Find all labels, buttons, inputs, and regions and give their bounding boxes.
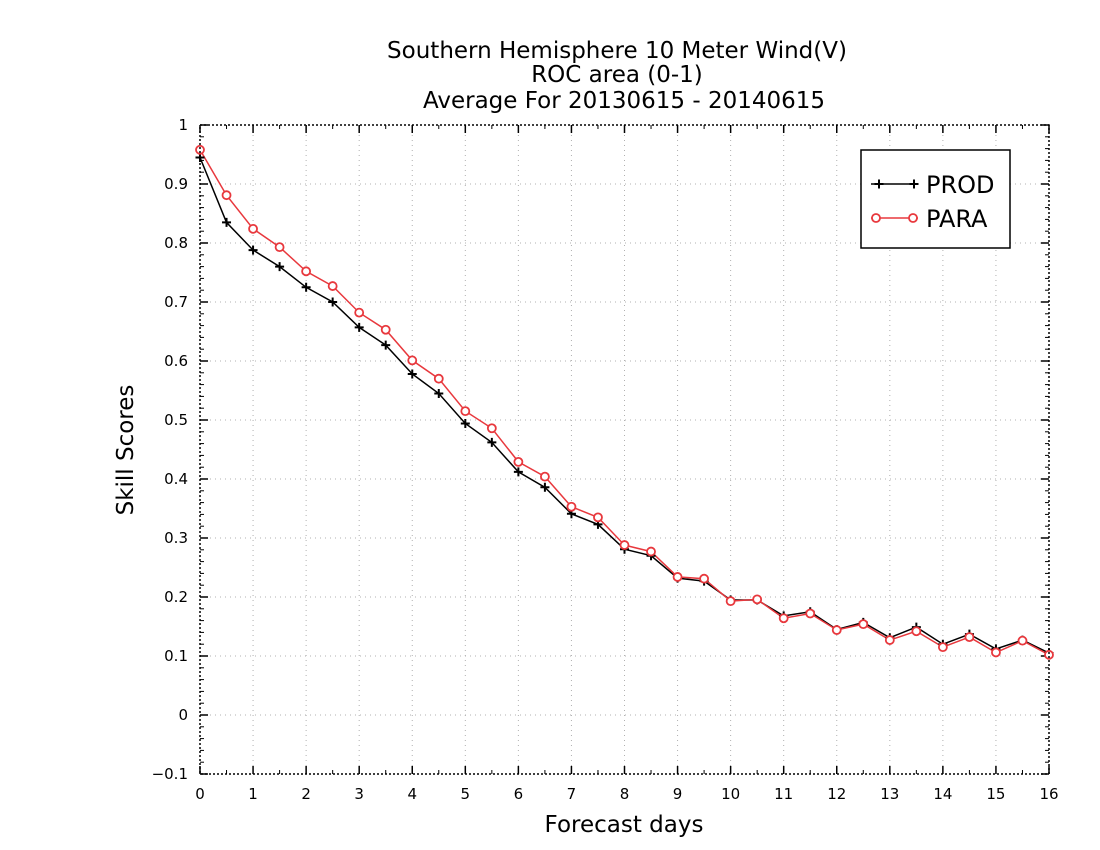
y-tick-label: 0.9 [164, 175, 188, 193]
data-point-para [937, 642, 948, 653]
data-point-para [513, 456, 524, 467]
x-tick-label: 15 [986, 785, 1005, 803]
data-point-para [858, 619, 869, 630]
legend-prod-label: PROD [926, 171, 995, 199]
x-tick-label: 10 [721, 785, 740, 803]
data-point-prod [354, 322, 364, 332]
data-point-para [752, 594, 763, 605]
data-point-para [248, 223, 258, 234]
data-point-prod [222, 217, 232, 227]
y-tick-label: 0.5 [164, 411, 188, 429]
data-point-para [274, 242, 285, 253]
x-tick-label: 3 [354, 785, 364, 803]
x-tick-label: 11 [774, 785, 793, 803]
data-point-para [831, 625, 842, 635]
data-point-para [221, 190, 232, 201]
data-point-para [301, 266, 312, 277]
x-tick-label: 2 [301, 785, 311, 803]
data-point-prod [328, 297, 338, 307]
data-point-para [646, 546, 656, 557]
data-point-para [619, 540, 630, 550]
y-tick-label: 0.1 [164, 647, 188, 665]
x-tick-label: 8 [620, 785, 630, 803]
y-tick-label: 0.2 [164, 588, 188, 606]
legend-para-marker [871, 213, 881, 223]
data-point-para [566, 501, 577, 512]
data-point-para [593, 512, 603, 523]
data-point-prod [407, 369, 417, 379]
x-tick-label: 4 [407, 785, 417, 803]
axis-ticks: 0 1 2 3 4 5 6 7 8 9 10 11 12 13 14 15 16−0.100.10.20.30.… [152, 116, 1059, 803]
data-point-para [380, 324, 391, 335]
y-tick-label: 0.4 [164, 470, 188, 488]
x-tick-label: 0 [195, 785, 205, 803]
chart-title-line-1: Southern Hemisphere 10 Meter Wind(V) [387, 38, 847, 64]
legend-prod-marker [874, 179, 919, 189]
data-point-para [805, 608, 816, 619]
data-point-prod [301, 282, 311, 292]
data-point-para [486, 423, 497, 434]
y-axis-label: Skill Scores [113, 385, 139, 516]
data-point-para [195, 144, 205, 155]
x-tick-label: 6 [514, 785, 524, 803]
data-point-para [460, 406, 471, 417]
data-point-para [911, 626, 922, 637]
x-tick-label: 13 [880, 785, 899, 803]
data-point-para [699, 573, 709, 584]
legend-para-marker [908, 213, 918, 223]
data-point-para [725, 596, 736, 607]
data-point-para [540, 471, 550, 482]
plot-frame [199, 124, 1050, 775]
series-layer [195, 144, 1054, 660]
data-point-para [354, 307, 365, 318]
y-tick-label: 0.3 [164, 529, 188, 547]
y-tick-label: 0.8 [164, 234, 188, 252]
x-axis-label: Forecast days [545, 812, 704, 838]
data-point-prod [460, 419, 470, 429]
x-tick-label: 1 [248, 785, 258, 803]
data-point-prod [540, 482, 550, 492]
legend-box [860, 149, 1011, 249]
data-point-para [1017, 635, 1028, 646]
y-tick-label: 1 [178, 116, 188, 134]
grid-lines [200, 125, 1049, 774]
data-point-prod [487, 437, 497, 447]
chart-title-line-3: Average For 20130615 - 20140615 [423, 88, 825, 114]
data-point-prod [434, 388, 444, 398]
data-point-para [327, 281, 338, 291]
data-point-prod [513, 467, 523, 477]
data-point-prod [275, 262, 285, 272]
data-point-para [884, 635, 895, 645]
legend-para-label: PARA [926, 205, 988, 233]
y-tick-label: 0.7 [164, 293, 188, 311]
data-point-para [672, 572, 683, 582]
chart-title-line-2: ROC area (0-1) [531, 62, 703, 88]
y-tick-label: −0.1 [152, 765, 188, 783]
y-tick-label: 0.6 [164, 352, 188, 370]
data-point-para [433, 373, 444, 384]
data-point-prod [381, 340, 391, 350]
y-tick-label: 0 [178, 706, 188, 724]
data-point-para [778, 613, 789, 624]
x-tick-label: 12 [827, 785, 846, 803]
data-point-para [1044, 649, 1054, 660]
data-point-prod [248, 245, 258, 255]
x-tick-label: 7 [567, 785, 577, 803]
legend: PROD PARA [860, 149, 1011, 249]
x-tick-label: 16 [1039, 785, 1058, 803]
data-point-para [964, 632, 975, 643]
data-point-para [407, 355, 418, 366]
data-point-para [991, 647, 1001, 658]
x-tick-label: 9 [673, 785, 683, 803]
x-tick-label: 14 [933, 785, 952, 803]
x-tick-label: 5 [461, 785, 471, 803]
